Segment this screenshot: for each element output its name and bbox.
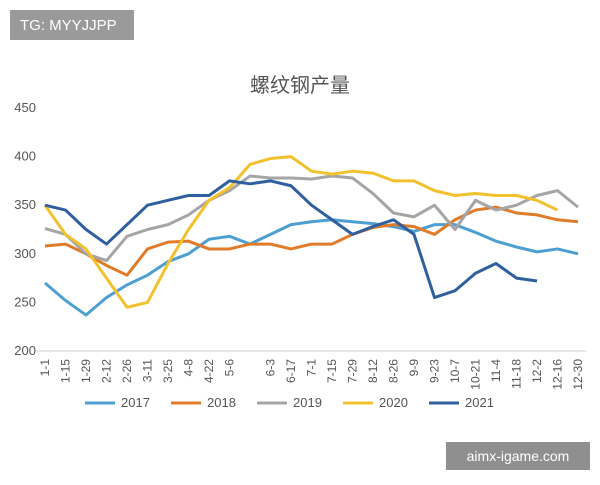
x-tick-label: 10-21 — [469, 359, 483, 390]
x-tick-label: 1-29 — [79, 359, 93, 383]
y-tick-label: 400 — [14, 149, 36, 164]
legend-label: 2021 — [465, 395, 494, 410]
x-tick-label: 7-1 — [305, 359, 319, 377]
x-tick-label: 4-8 — [182, 359, 196, 377]
x-tick-label: 12-16 — [551, 359, 565, 390]
legend-label: 2020 — [379, 395, 408, 410]
x-tick-label: 7-29 — [346, 359, 360, 383]
x-tick-label: 6-3 — [264, 359, 278, 377]
watermark-box — [446, 442, 590, 470]
series-line — [44, 218, 579, 317]
series-line — [44, 174, 579, 263]
x-tick-label: 4-22 — [202, 359, 216, 383]
legend-label: 2017 — [121, 395, 150, 410]
watermark-box — [10, 10, 134, 40]
y-tick-label: 200 — [14, 343, 36, 358]
x-tick-label: 8-26 — [387, 359, 401, 383]
legend-label: 2018 — [207, 395, 236, 410]
x-tick-label: 2-12 — [100, 359, 114, 383]
y-tick-label: 300 — [14, 246, 36, 261]
x-tick-label: 9-9 — [407, 359, 421, 377]
x-tick-label: 3-11 — [141, 359, 155, 382]
x-tick-label: 12-2 — [530, 359, 544, 383]
x-tick-label: 1-15 — [59, 359, 73, 383]
x-tick-label: 1-1 — [38, 359, 52, 377]
x-tick-label: 12-30 — [571, 359, 585, 390]
series-line — [44, 179, 538, 300]
legend-label: 2019 — [293, 395, 322, 410]
y-tick-label: 450 — [14, 100, 36, 115]
series-line — [43, 155, 559, 309]
y-tick-label: 250 — [14, 294, 36, 309]
watermark-bottom: aimx-igame.com — [467, 448, 570, 464]
x-tick-label: 2-26 — [120, 359, 134, 383]
x-tick-label: 7-15 — [325, 359, 339, 383]
x-tick-label: 11-18 — [510, 359, 524, 389]
y-tick-label: 350 — [14, 197, 36, 212]
x-tick-label: 8-12 — [366, 359, 380, 383]
watermark-top: TG: MYYJJPP — [20, 17, 117, 34]
x-tick-label: 3-25 — [161, 359, 175, 383]
x-tick-label: 9-23 — [428, 359, 442, 383]
x-tick-label: 6-17 — [284, 359, 298, 383]
x-tick-label: 5-6 — [223, 359, 237, 377]
x-tick-label: 11-4 — [489, 359, 503, 382]
x-tick-label: 10-7 — [448, 359, 462, 383]
chart-title: 螺纹钢产量 — [250, 74, 350, 97]
